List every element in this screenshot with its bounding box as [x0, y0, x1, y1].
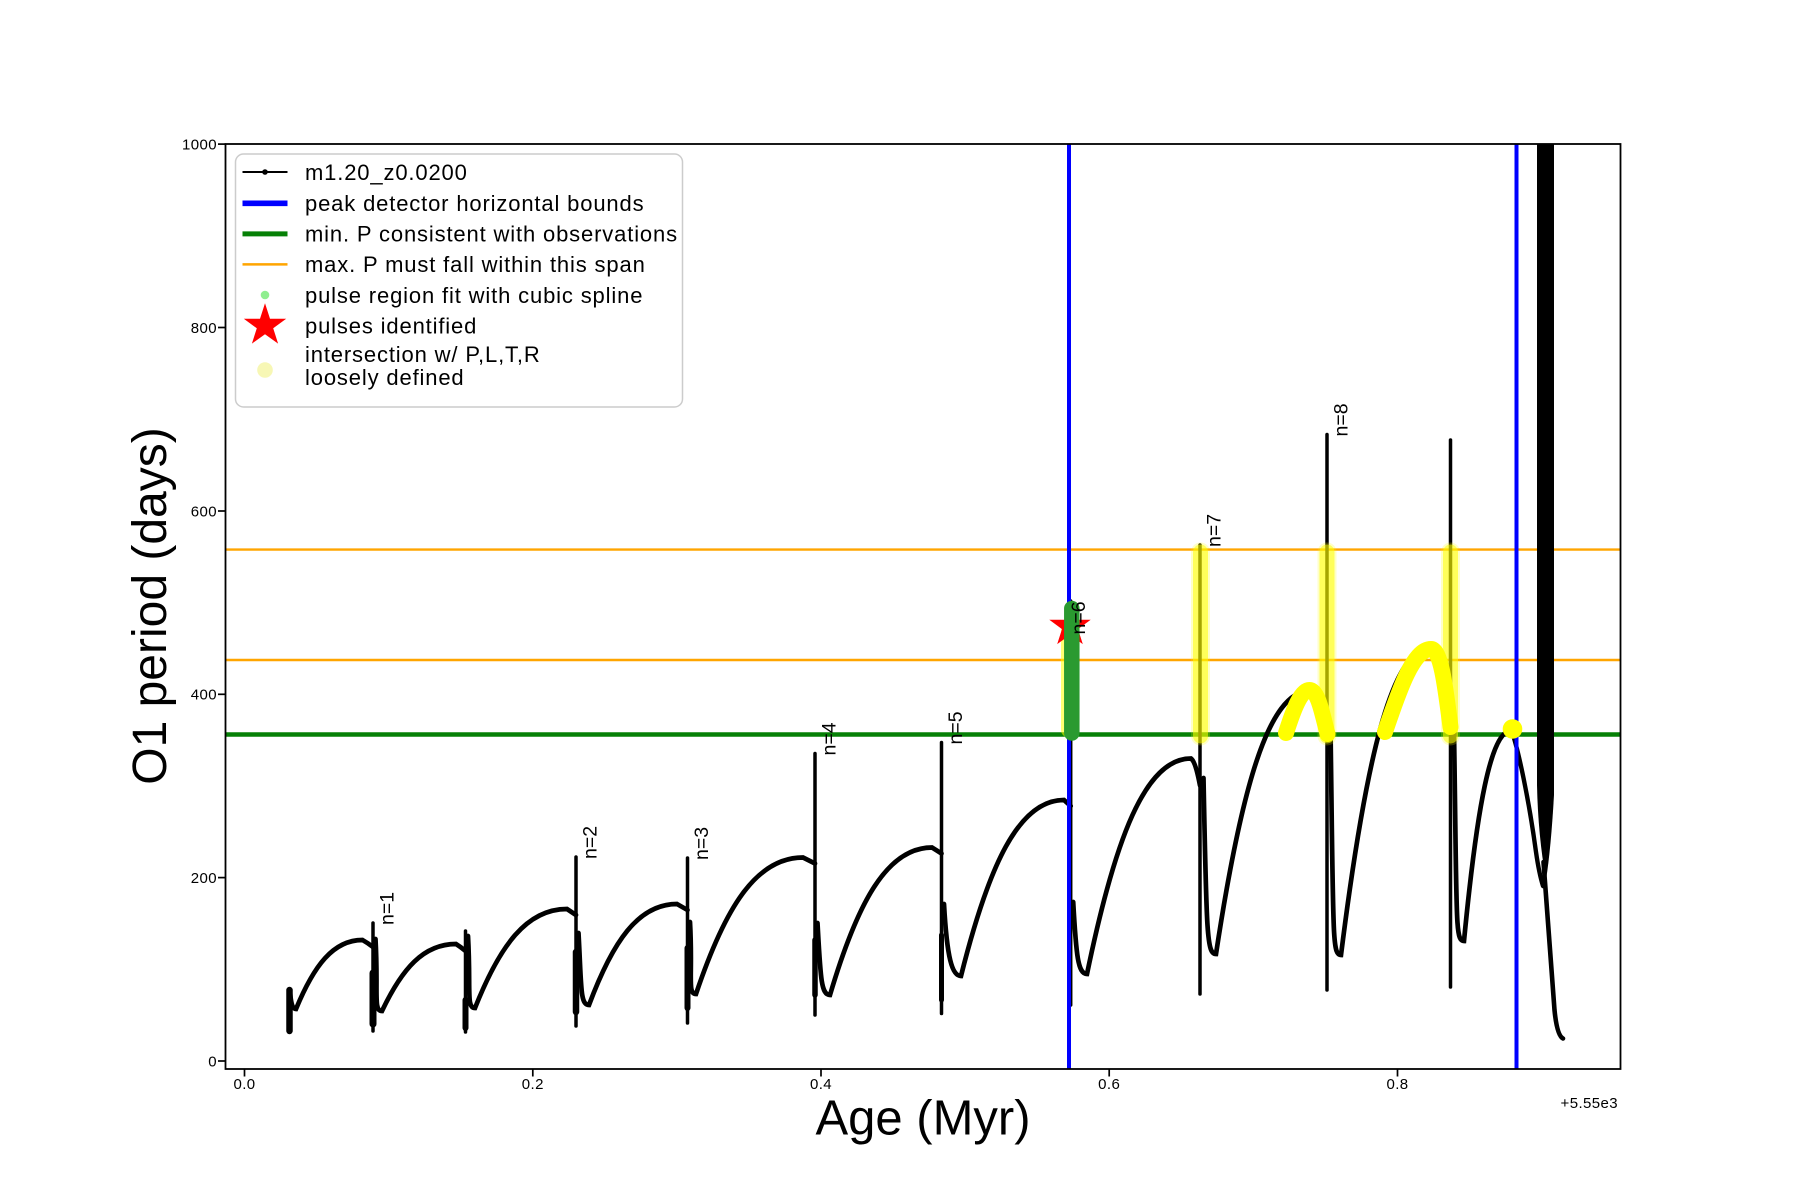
svg-text:n=1: n=1 — [377, 892, 399, 925]
svg-text:0: 0 — [208, 1053, 217, 1070]
svg-text:min. P consistent with observa: min. P consistent with observations — [305, 222, 678, 247]
svg-text:pulse region fit with cubic sp: pulse region fit with cubic spline — [305, 283, 643, 308]
svg-text:0.2: 0.2 — [522, 1076, 544, 1093]
svg-text:0.6: 0.6 — [1098, 1076, 1120, 1093]
svg-text:200: 200 — [191, 870, 217, 887]
svg-text:1000: 1000 — [182, 136, 217, 153]
svg-text:peak detector horizontal bound: peak detector horizontal bounds — [305, 191, 644, 216]
svg-text:600: 600 — [191, 503, 217, 520]
svg-text:0.0: 0.0 — [233, 1076, 255, 1093]
svg-text:Age (Myr): Age (Myr) — [815, 1092, 1030, 1146]
svg-text:0.8: 0.8 — [1386, 1076, 1408, 1093]
svg-text:n=7: n=7 — [1204, 514, 1226, 547]
svg-text:m1.20_z0.0200: m1.20_z0.0200 — [305, 160, 468, 185]
svg-text:n=3: n=3 — [691, 827, 713, 860]
svg-text:n=8: n=8 — [1331, 403, 1353, 436]
svg-text:400: 400 — [191, 687, 217, 704]
svg-text:O1 period (days): O1 period (days) — [124, 427, 177, 785]
svg-text:max. P must fall within this s: max. P must fall within this span — [305, 252, 646, 277]
svg-text:+5.55e3: +5.55e3 — [1561, 1095, 1618, 1112]
svg-text:pulses identified: pulses identified — [305, 313, 477, 338]
svg-text:intersection w/ P,L,T,R: intersection w/ P,L,T,R — [305, 342, 541, 367]
svg-text:n=2: n=2 — [580, 826, 602, 859]
svg-text:n=6: n=6 — [1068, 601, 1090, 634]
svg-text:0.4: 0.4 — [810, 1076, 832, 1093]
svg-text:n=4: n=4 — [819, 722, 841, 755]
svg-text:800: 800 — [191, 320, 217, 337]
svg-text:n=5: n=5 — [945, 711, 967, 744]
svg-text:loosely defined: loosely defined — [305, 365, 465, 390]
